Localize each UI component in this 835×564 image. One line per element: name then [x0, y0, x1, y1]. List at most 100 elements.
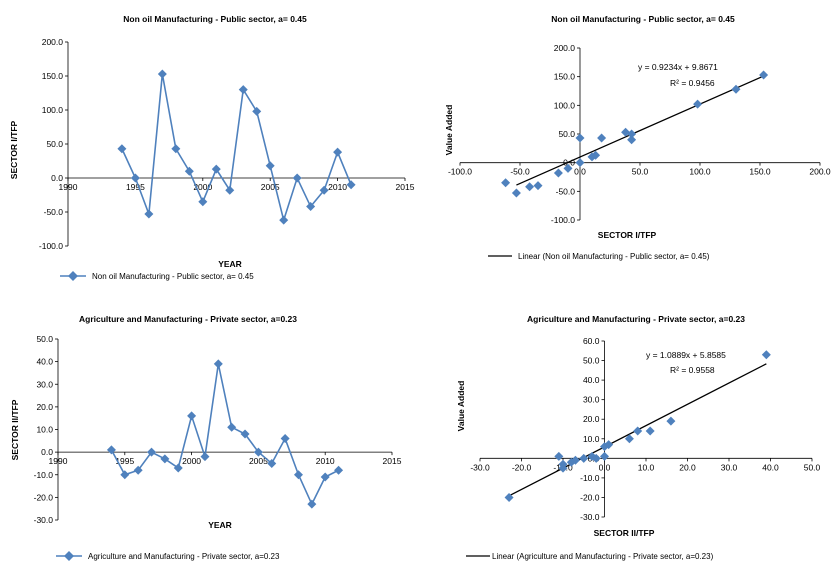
trendline — [516, 75, 764, 186]
data-point-diamond-icon — [198, 197, 208, 207]
data-point-diamond-icon — [292, 173, 302, 183]
y-tick-label: -50.0 — [556, 186, 576, 196]
data-point-diamond-icon — [600, 451, 609, 461]
data-point-diamond-icon — [334, 465, 344, 475]
x-tick-label: 40.0 — [762, 462, 779, 472]
data-point-diamond-icon — [160, 454, 170, 464]
trend-equation: y = 1.0889x + 5.8585 — [646, 350, 726, 360]
x-tick-label: 2005 — [249, 456, 268, 466]
x-tick-label: 10.0 — [638, 462, 655, 472]
data-point-diamond-icon — [130, 173, 140, 183]
chart-title: Agriculture and Manufacturing - Private … — [527, 314, 745, 324]
data-point-diamond-icon — [280, 434, 290, 444]
x-tick-label: 2015 — [396, 182, 415, 192]
y-tick-label: 50.0 — [46, 139, 63, 149]
y-tick-label: 40.0 — [36, 357, 53, 367]
y-tick-label: 50.0 — [558, 129, 575, 139]
data-point-diamond-icon — [225, 185, 235, 195]
legend: Agriculture and Manufacturing - Private … — [56, 551, 280, 561]
data-point-diamond-icon — [645, 426, 655, 436]
y-tick-label: 40.0 — [583, 375, 600, 385]
data-point-diamond-icon — [144, 209, 154, 219]
y-tick-label: 200.0 — [42, 37, 64, 47]
data-point-diamond-icon — [666, 416, 676, 426]
data-point-diamond-icon — [279, 215, 289, 225]
y-tick-label: 50.0 — [36, 334, 53, 344]
x-tick-label: 100.0 — [689, 167, 711, 177]
data-point-diamond-icon — [627, 135, 637, 145]
x-tick-label: 2015 — [383, 456, 402, 466]
x-tick-label: 50.0 — [632, 167, 649, 177]
data-point-diamond-icon — [525, 182, 535, 192]
y-tick-label: -10.0 — [34, 470, 54, 480]
data-point-diamond-icon — [579, 453, 589, 463]
legend-diamond-icon — [68, 271, 78, 281]
legend-label: Linear (Agriculture and Manufacturing - … — [492, 552, 714, 561]
data-point-diamond-icon — [171, 144, 181, 154]
plot-area: -100.0 -50.0 0.0 50.0 100.0 150.0 200.0 -100.0 -… — [448, 43, 831, 225]
y-tick-label: -30.0 — [34, 515, 54, 525]
data-point-diamond-icon — [591, 453, 601, 463]
data-point-diamond-icon — [117, 144, 127, 154]
data-point-diamond-icon — [504, 492, 514, 502]
r-squared: R² = 0.9558 — [670, 365, 715, 375]
data-point-diamond-icon — [759, 70, 769, 80]
x-tick-label: 1990 — [49, 456, 68, 466]
data-point-diamond-icon — [501, 178, 511, 188]
r-squared: R² = 0.9456 — [670, 78, 715, 88]
y-tick-label: 50.0 — [583, 356, 600, 366]
data-point-diamond-icon — [200, 452, 210, 462]
legend-label: Agriculture and Manufacturing - Private … — [88, 552, 280, 561]
data-point-diamond-icon — [333, 147, 343, 157]
x-tick-label: 1995 — [126, 182, 145, 192]
data-point-diamond-icon — [238, 85, 248, 95]
chart-title: Agriculture and Manufacturing - Private … — [79, 314, 297, 324]
y-tick-label: -20.0 — [34, 492, 54, 502]
data-point-diamond-icon — [558, 459, 568, 469]
x-tick-label: 2010 — [316, 456, 335, 466]
x-tick-label: -30.0 — [470, 462, 490, 472]
x-tick-label: 0.0 — [574, 167, 586, 177]
x-tick-label: -100.0 — [448, 167, 472, 177]
data-point-diamond-icon — [604, 440, 614, 450]
y-tick-label: 20.0 — [36, 402, 53, 412]
chart-title: Non oil Manufacturing - Public sector, a… — [123, 14, 307, 24]
data-point-diamond-icon — [320, 472, 330, 482]
data-point-diamond-icon — [570, 455, 580, 465]
data-point-diamond-icon — [563, 163, 573, 173]
y-tick-label: -30.0 — [580, 512, 600, 522]
data-point-diamond-icon — [157, 69, 167, 79]
data-point-diamond-icon — [265, 161, 275, 171]
data-point-diamond-icon — [187, 411, 197, 421]
trend-equation: y = 0.9234x + 9.8671 — [638, 62, 718, 72]
x-tick-label: 1990 — [59, 182, 78, 192]
data-point-diamond-icon — [240, 429, 250, 439]
y-tick-label: 150.0 — [42, 71, 64, 81]
plot-area: -30.0 -20.0 -10.0 0.0 10.0 20.0 30.0 40.0 50.0 19… — [34, 334, 402, 525]
data-point-diamond-icon — [184, 166, 194, 176]
data-point-diamond-icon — [553, 168, 563, 178]
y-tick-label: 20.0 — [583, 414, 600, 424]
x-axis-label: SECTOR I/TFP — [598, 230, 657, 240]
x-tick-label: -50.0 — [510, 167, 530, 177]
y-tick-label: -100.0 — [551, 215, 575, 225]
data-point-diamond-icon — [147, 447, 157, 457]
data-point-diamond-icon — [252, 106, 262, 116]
data-point-diamond-icon — [533, 181, 543, 191]
data-point-diamond-icon — [227, 422, 237, 432]
y-axis-label: SECTOR II/TFP — [10, 399, 20, 460]
data-point-diamond-icon — [575, 133, 585, 143]
legend: Linear (Non oil Manufacturing - Public s… — [488, 252, 710, 261]
data-point-diamond-icon — [761, 350, 771, 360]
x-axis-label: YEAR — [218, 259, 242, 269]
x-tick-label: -20.0 — [512, 462, 532, 472]
data-point-diamond-icon — [306, 202, 316, 212]
data-point-diamond-icon — [511, 188, 521, 198]
x-tick-label: 20.0 — [679, 462, 696, 472]
data-point-diamond-icon — [120, 470, 130, 480]
x-tick-label: 50.0 — [804, 462, 821, 472]
data-point-diamond-icon — [554, 451, 564, 461]
x-axis-label: SECTOR II/TFP — [594, 528, 655, 538]
chart-sector2-scatter: Agriculture and Manufacturing - Private … — [456, 314, 821, 561]
data-point-diamond-icon — [253, 447, 263, 457]
